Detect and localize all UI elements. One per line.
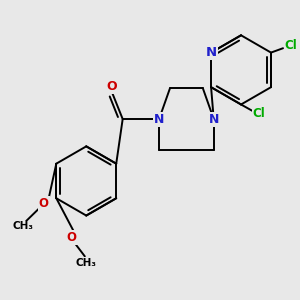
Text: CH₃: CH₃ <box>76 258 97 268</box>
Text: N: N <box>206 46 217 59</box>
Text: N: N <box>208 112 219 125</box>
Text: O: O <box>39 197 49 210</box>
Text: O: O <box>106 80 117 93</box>
Text: Cl: Cl <box>253 107 266 120</box>
Text: N: N <box>154 112 164 125</box>
Text: Cl: Cl <box>285 39 297 52</box>
Text: CH₃: CH₃ <box>12 221 33 232</box>
Text: O: O <box>67 231 77 244</box>
